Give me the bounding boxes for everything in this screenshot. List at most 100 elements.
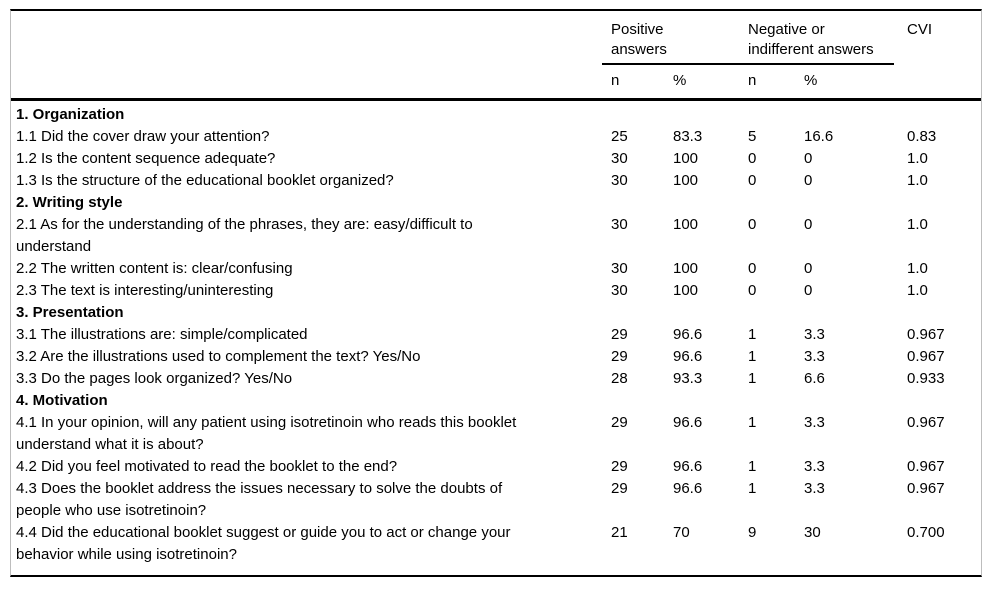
n-negative-cell: 1	[748, 326, 757, 343]
question-column-spacer	[11, 20, 611, 60]
cvi-cell: 0.83	[907, 128, 937, 145]
n-negative-cell: 0	[748, 172, 757, 189]
question-cell: 4.2 Did you feel motivated to read the b…	[16, 458, 398, 475]
cvi-cell: 0.700	[907, 524, 945, 541]
question-row: 4.3 Does the booklet address the issues …	[11, 478, 981, 522]
question-cell: 4.3 Does the booklet address the issues …	[16, 480, 503, 519]
question-cell: 2.1 As for the understanding of the phra…	[16, 216, 473, 255]
pct-negative-cell: 0	[804, 260, 813, 277]
group-header-rule	[602, 63, 894, 65]
cvi-cell: 0.967	[907, 458, 945, 475]
question-row: 2.2 The written content is: clear/confus…	[11, 258, 981, 280]
subheader-pct-negative: %	[804, 72, 818, 89]
subheader-n-negative: n	[748, 72, 757, 89]
section-title: 1. Organization	[16, 106, 125, 123]
n-positive-cell: 29	[611, 458, 628, 475]
cvi-cell: 0.967	[907, 326, 945, 343]
cvi-cell: 0.967	[907, 414, 945, 431]
column-group-row: Positive answers Negative or indifferent…	[11, 11, 981, 60]
subheader-pct-positive: %	[673, 72, 687, 89]
question-cell: 1.1 Did the cover draw your attention?	[16, 128, 270, 145]
n-positive-cell: 30	[611, 150, 628, 167]
section-title: 3. Presentation	[16, 304, 124, 321]
cvi-cell: 0.933	[907, 370, 945, 387]
n-negative-cell: 1	[748, 414, 757, 431]
question-row: 3.2 Are the illustrations used to comple…	[11, 346, 981, 368]
pct-negative-cell: 3.3	[804, 480, 825, 497]
question-row: 1.1 Did the cover draw your attention? 25…	[11, 126, 981, 148]
subheader-n-positive: n	[611, 72, 620, 89]
n-negative-cell: 0	[748, 282, 757, 299]
n-negative-cell: 1	[748, 480, 757, 497]
pct-positive-cell: 70	[673, 524, 690, 541]
pct-negative-cell: 0	[804, 216, 813, 233]
section-row: 3. Presentation	[11, 302, 981, 324]
col-group-positive-answers: Positive answers	[611, 21, 667, 58]
cvi-cell: 0.967	[907, 480, 945, 497]
section-row: 2. Writing style	[11, 192, 981, 214]
pct-positive-cell: 96.6	[673, 326, 703, 343]
question-cell: 3.1 The illustrations are: simple/compli…	[16, 326, 308, 343]
pct-negative-cell: 16.6	[804, 128, 834, 145]
pct-negative-cell: 0	[804, 172, 813, 189]
pct-positive-cell: 100	[673, 150, 699, 167]
table-header: Positive answers Negative or indifferent…	[11, 11, 981, 101]
table-body: 1. Organization 1.1 Did the cover draw yo…	[11, 101, 981, 575]
question-cell: 4.1 In your opinion, will any patient us…	[16, 414, 517, 453]
cvi-cell: 1.0	[907, 150, 928, 167]
question-row: 1.2 Is the content sequence adequate? 30 1…	[11, 148, 981, 170]
pct-positive-cell: 100	[673, 260, 699, 277]
question-cell: 4.4 Did the educational booklet suggest …	[16, 524, 511, 563]
cvi-cell: 0.967	[907, 348, 945, 365]
n-positive-cell: 29	[611, 414, 628, 431]
cvi-cell: 1.0	[907, 282, 928, 299]
pct-negative-cell: 30	[804, 524, 821, 541]
col-group-negative-answers: Negative or indifferent answers	[748, 21, 874, 58]
question-cell: 2.2 The written content is: clear/confus…	[16, 260, 293, 277]
question-row: 2.3 The text is interesting/uninterestin…	[11, 280, 981, 302]
cvi-cell: 1.0	[907, 172, 928, 189]
question-row: 1.3 Is the structure of the educational …	[11, 170, 981, 192]
question-row: 4.4 Did the educational booklet suggest …	[11, 522, 981, 566]
question-column-spacer	[11, 73, 611, 89]
n-negative-cell: 1	[748, 458, 757, 475]
validation-table: Positive answers Negative or indifferent…	[10, 9, 982, 577]
n-negative-cell: 5	[748, 128, 757, 145]
pct-positive-cell: 96.6	[673, 480, 703, 497]
question-row: 3.3 Do the pages look organized? Yes/No 2…	[11, 368, 981, 390]
question-row: 3.1 The illustrations are: simple/compli…	[11, 324, 981, 346]
n-positive-cell: 29	[611, 480, 628, 497]
question-cell: 3.2 Are the illustrations used to comple…	[16, 348, 421, 365]
n-positive-cell: 21	[611, 524, 628, 541]
cvi-cell: 1.0	[907, 216, 928, 233]
pct-positive-cell: 83.3	[673, 128, 703, 145]
n-negative-cell: 9	[748, 524, 757, 541]
n-positive-cell: 30	[611, 172, 628, 189]
question-cell: 3.3 Do the pages look organized? Yes/No	[16, 370, 293, 387]
question-cell: 1.3 Is the structure of the educational …	[16, 172, 394, 189]
n-positive-cell: 28	[611, 370, 628, 387]
question-cell: 1.2 Is the content sequence adequate?	[16, 150, 276, 167]
n-negative-cell: 1	[748, 348, 757, 365]
section-title: 4. Motivation	[16, 392, 108, 409]
pct-positive-cell: 100	[673, 216, 699, 233]
n-positive-cell: 30	[611, 216, 628, 233]
pct-negative-cell: 3.3	[804, 414, 825, 431]
pct-negative-cell: 6.6	[804, 370, 825, 387]
pct-positive-cell: 100	[673, 172, 699, 189]
n-positive-cell: 29	[611, 348, 628, 365]
question-cell: 2.3 The text is interesting/uninterestin…	[16, 282, 274, 299]
question-row: 2.1 As for the understanding of the phra…	[11, 214, 981, 258]
pct-positive-cell: 93.3	[673, 370, 703, 387]
pct-negative-cell: 3.3	[804, 326, 825, 343]
subheader-row: n % n %	[11, 65, 981, 98]
subheader-cvi-spacer	[907, 73, 981, 89]
cvi-cell: 1.0	[907, 260, 928, 277]
n-negative-cell: 1	[748, 370, 757, 387]
n-negative-cell: 0	[748, 150, 757, 167]
question-row: 4.2 Did you feel motivated to read the b…	[11, 456, 981, 478]
n-positive-cell: 25	[611, 128, 628, 145]
question-row: 4.1 In your opinion, will any patient us…	[11, 412, 981, 456]
pct-positive-cell: 100	[673, 282, 699, 299]
n-positive-cell: 29	[611, 326, 628, 343]
